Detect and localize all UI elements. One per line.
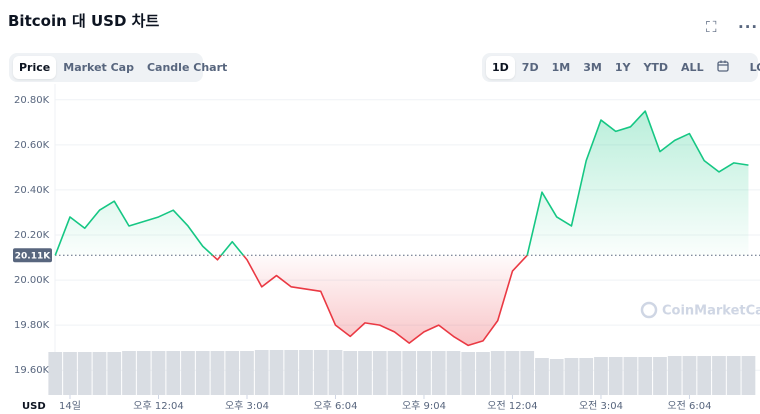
volume-bar: [667, 356, 682, 395]
volume-bar: [48, 352, 63, 395]
range-button[interactable]: 1M: [551, 61, 571, 74]
volume-bar: [402, 351, 417, 395]
volume-bar: [505, 351, 520, 395]
volume-bar: [210, 351, 225, 395]
range-button[interactable]: 1Y: [614, 61, 631, 74]
volume-bar: [166, 351, 181, 395]
more-icon[interactable]: ···: [738, 18, 759, 36]
range-button[interactable]: ALL: [681, 61, 704, 74]
volume-bar: [535, 358, 549, 395]
x-tick-label: 오전 6:04: [667, 400, 711, 412]
tab-group: Price Market Cap Candle Chart: [9, 53, 227, 82]
volume-bar: [476, 352, 490, 395]
y-tick-label: 20.80K: [14, 95, 50, 106]
volume-bar: [284, 350, 299, 395]
volume-bar: [726, 356, 741, 395]
fullscreen-icon[interactable]: ⛶: [706, 18, 717, 36]
volume-bar: [181, 351, 195, 395]
volume-bar: [682, 356, 697, 395]
volume-bar: [151, 351, 166, 395]
calendar-button[interactable]: [711, 55, 735, 80]
range-button[interactable]: 3M: [583, 61, 602, 74]
volume-bar: [195, 351, 210, 395]
volume-bar: [579, 358, 594, 395]
volume-bar: [594, 357, 608, 395]
volume-bar: [741, 356, 756, 395]
x-tick-label: 오전 3:04: [579, 400, 623, 412]
tab-button[interactable]: Candle Chart: [146, 61, 228, 74]
volume-bar: [697, 356, 712, 395]
x-axis-label: USD: [22, 401, 46, 412]
volume-bar: [608, 357, 623, 395]
y-tick-label: 20.20K: [14, 230, 50, 241]
watermark-logo: [640, 301, 658, 319]
y-tick-label: 20.60K: [14, 140, 50, 151]
volume-bar: [446, 351, 461, 395]
volume-bar: [431, 351, 446, 395]
volume-bar: [372, 351, 387, 395]
volume-bar: [122, 351, 136, 395]
volume-bar: [358, 351, 372, 395]
price-area: [55, 111, 749, 346]
volume-bar: [638, 357, 653, 395]
y-tick-label: 19.80K: [14, 320, 50, 331]
baseline-label: 20.11K: [15, 251, 51, 261]
chart-title: Bitcoin 대 USD 차트: [8, 12, 160, 30]
volume-bar: [387, 351, 402, 395]
baseline-label-box: [13, 248, 52, 263]
x-tick-label: 오후 3:04: [225, 400, 269, 412]
log-button[interactable]: LOG: [749, 61, 760, 74]
range-group: 1D 7D 1M 3M 1Y YTD ALL LOG: [482, 53, 760, 82]
x-tick-label: 14일: [59, 400, 81, 412]
volume-bar: [107, 352, 122, 395]
price-line: [54, 110, 749, 347]
tab-button[interactable]: Market Cap: [63, 61, 134, 74]
x-tick-label: 오후 9:04: [402, 400, 446, 412]
x-tick-label: 오전 12:04: [487, 400, 537, 412]
volume-bar: [63, 352, 77, 395]
volume-bar: [313, 350, 328, 395]
tab-button[interactable]: Price: [13, 56, 57, 79]
range-button[interactable]: YTD: [643, 61, 669, 74]
volume-bar: [240, 351, 254, 395]
volume-bar: [520, 351, 535, 395]
volume-bar: [92, 352, 107, 395]
volume-bar: [343, 351, 358, 395]
volume-bar: [461, 352, 476, 395]
x-tick-label: 오후 12:04: [133, 400, 183, 412]
volume-bar: [299, 350, 313, 395]
volume-bar: [269, 350, 284, 395]
volume-bar: [254, 350, 269, 395]
range-button[interactable]: 7D: [521, 61, 539, 74]
volume-bar: [490, 351, 505, 395]
volume-bar: [77, 352, 92, 395]
volume-bar: [653, 357, 667, 395]
x-tick-label: 오후 6:04: [313, 400, 357, 412]
volume-bar: [549, 359, 564, 395]
volume-bar: [328, 350, 343, 395]
volume-bar: [564, 358, 579, 395]
calendar-icon: [716, 60, 729, 72]
y-tick-label: 20.40K: [14, 185, 50, 196]
volume-bar: [136, 351, 151, 395]
y-tick-label: 20.00K: [14, 275, 50, 286]
range-button[interactable]: 1D: [486, 56, 515, 79]
volume-bar: [417, 351, 431, 395]
y-tick-label: 19.60K: [14, 365, 50, 376]
watermark: CoinMarketCap: [662, 304, 760, 319]
volume-bar: [712, 356, 726, 395]
volume-bar: [225, 351, 240, 395]
volume-bar: [623, 357, 638, 395]
